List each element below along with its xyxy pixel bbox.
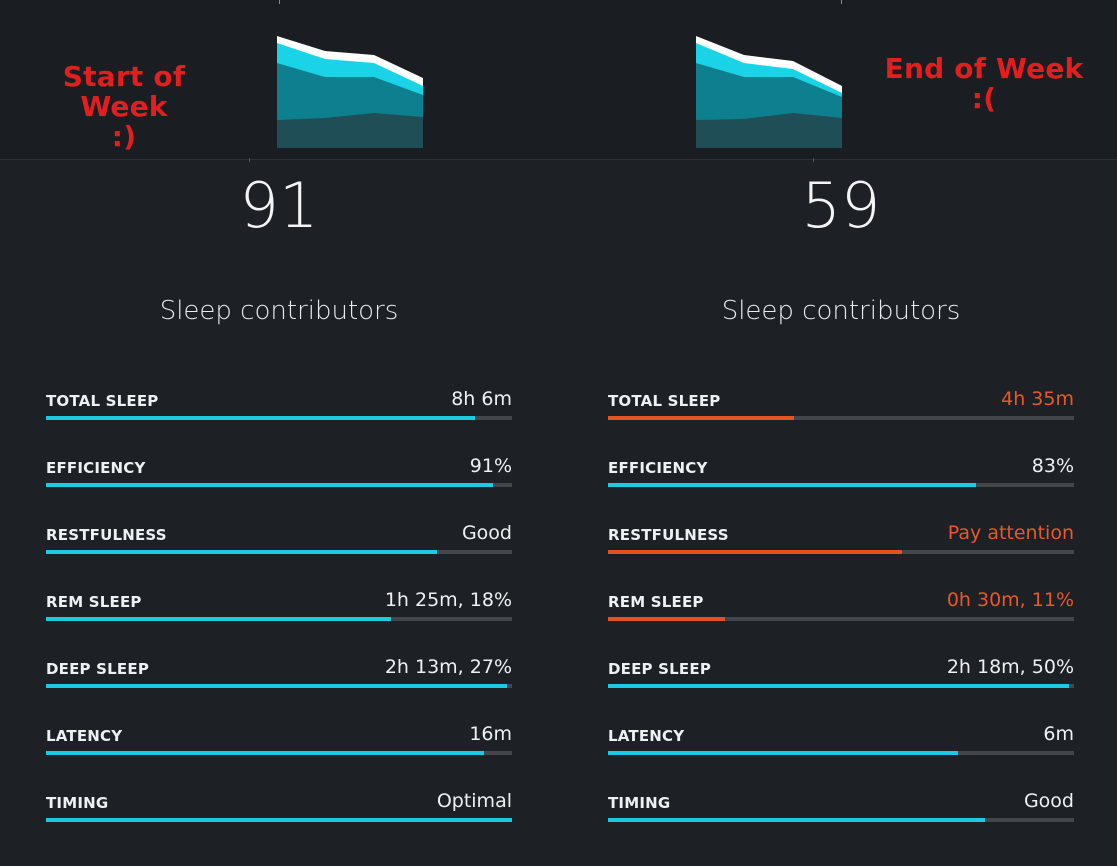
progress-track xyxy=(46,483,512,487)
contributor-value: 2h 13m, 27% xyxy=(384,656,512,678)
contributor-value: 0h 30m, 11% xyxy=(946,589,1074,611)
contributor-row[interactable]: TOTAL SLEEP 8h 6m xyxy=(46,380,512,430)
contributor-label: TOTAL SLEEP xyxy=(46,392,159,410)
contributor-value: 91% xyxy=(469,455,512,477)
contributor-row[interactable]: TIMING Optimal xyxy=(46,782,512,832)
progress-fill xyxy=(46,483,494,487)
contributor-value: 16m xyxy=(469,723,512,745)
progress-track xyxy=(608,818,1074,822)
score-marker xyxy=(813,158,814,162)
progress-fill xyxy=(608,483,977,487)
contributor-label: LATENCY xyxy=(608,727,685,745)
contributor-row[interactable]: DEEP SLEEP 2h 13m, 27% xyxy=(46,648,512,698)
progress-fill xyxy=(608,818,986,822)
contributor-row[interactable]: LATENCY 16m xyxy=(46,715,512,765)
contributor-row[interactable]: TOTAL SLEEP 4h 35m xyxy=(608,380,1074,430)
progress-fill xyxy=(46,550,438,554)
contributor-label: DEEP SLEEP xyxy=(608,660,712,678)
contributor-row[interactable]: EFFICIENCY 83% xyxy=(608,447,1074,497)
contributor-row[interactable]: RESTFULNESS Good xyxy=(46,514,512,564)
progress-track xyxy=(608,483,1074,487)
end-of-week-annotation: End of Week :( xyxy=(884,54,1084,114)
progress-track xyxy=(608,751,1074,755)
contributor-row[interactable]: DEEP SLEEP 2h 18m, 50% xyxy=(608,648,1074,698)
contributor-value: 4h 35m xyxy=(1001,388,1074,410)
progress-track xyxy=(608,684,1074,688)
contributor-label: EFFICIENCY xyxy=(46,459,146,477)
contributor-label: TIMING xyxy=(46,794,109,812)
progress-fill xyxy=(46,617,391,621)
contributor-row[interactable]: REM SLEEP 1h 25m, 18% xyxy=(46,581,512,631)
progress-fill xyxy=(46,416,475,420)
contributor-label: EFFICIENCY xyxy=(608,459,708,477)
progress-fill xyxy=(608,416,795,420)
contributor-value: 1h 25m, 18% xyxy=(384,589,512,611)
contributor-row[interactable]: EFFICIENCY 91% xyxy=(46,447,512,497)
progress-track xyxy=(46,818,512,822)
contributor-value: 6m xyxy=(1043,723,1074,745)
contributor-value: Pay attention xyxy=(947,522,1074,544)
progress-track xyxy=(46,550,512,554)
contributor-value: Optimal xyxy=(436,790,512,812)
contributor-label: TIMING xyxy=(608,794,671,812)
contributor-row[interactable]: TIMING Good xyxy=(608,782,1074,832)
progress-track xyxy=(608,617,1074,621)
end-of-week-title: End of Week xyxy=(884,52,1084,85)
start-of-week-title: Start of Week xyxy=(62,60,186,123)
progress-fill xyxy=(46,751,485,755)
score-marker xyxy=(249,158,250,162)
progress-track xyxy=(46,617,512,621)
contributor-label: RESTFULNESS xyxy=(46,526,167,544)
contributor-label: TOTAL SLEEP xyxy=(608,392,721,410)
start-of-week-face: :) xyxy=(111,120,137,153)
progress-fill xyxy=(608,617,725,621)
progress-fill xyxy=(608,751,958,755)
contributor-value: 83% xyxy=(1031,455,1074,477)
contributor-row[interactable]: REM SLEEP 0h 30m, 11% xyxy=(608,581,1074,631)
progress-track xyxy=(46,684,512,688)
start-of-week-annotation: Start of Week :) xyxy=(20,62,228,152)
progress-track xyxy=(46,416,512,420)
contributors-heading: Sleep contributors xyxy=(159,296,399,326)
progress-fill xyxy=(608,684,1070,688)
contributor-label: LATENCY xyxy=(46,727,123,745)
contributor-label: REM SLEEP xyxy=(608,593,704,611)
contributor-label: DEEP SLEEP xyxy=(46,660,150,678)
progress-track xyxy=(608,416,1074,420)
progress-track xyxy=(608,550,1074,554)
sleep-score: 59 xyxy=(801,169,881,242)
contributor-value: Good xyxy=(1023,790,1074,812)
contributor-row[interactable]: RESTFULNESS Pay attention xyxy=(608,514,1074,564)
sleep-stage-header: Start of Week :) End of Week :( xyxy=(0,0,1117,160)
sleep-stage-chart-left xyxy=(277,33,423,148)
header-marker-left xyxy=(279,0,280,4)
progress-track xyxy=(46,751,512,755)
contributors-heading: Sleep contributors xyxy=(721,296,961,326)
progress-fill xyxy=(46,684,508,688)
contributor-row[interactable]: LATENCY 6m xyxy=(608,715,1074,765)
contributor-value: 8h 6m xyxy=(451,388,512,410)
header-marker-right xyxy=(841,0,842,4)
sleep-score: 91 xyxy=(239,169,319,242)
contributor-label: RESTFULNESS xyxy=(608,526,729,544)
end-of-week-face: :( xyxy=(971,82,997,115)
progress-fill xyxy=(608,550,902,554)
contributor-value: Good xyxy=(461,522,512,544)
contributor-value: 2h 18m, 50% xyxy=(946,656,1074,678)
sleep-stage-chart-right xyxy=(696,33,842,148)
contributor-label: REM SLEEP xyxy=(46,593,142,611)
progress-fill xyxy=(46,818,512,822)
